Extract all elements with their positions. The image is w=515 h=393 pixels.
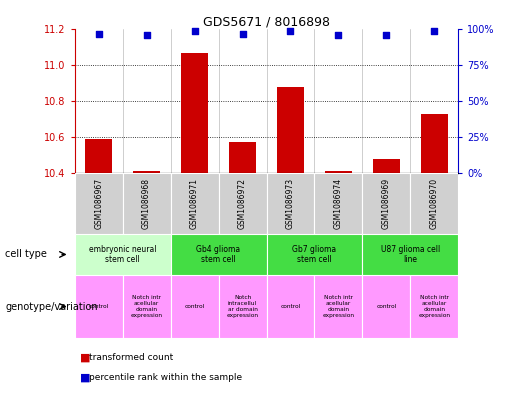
Text: embryonic neural
stem cell: embryonic neural stem cell [89, 245, 157, 264]
Bar [363, 234, 458, 275]
Bar [75, 173, 123, 234]
Bar [123, 275, 170, 338]
Title: GDS5671 / 8016898: GDS5671 / 8016898 [203, 15, 330, 28]
Bar [421, 114, 448, 173]
Bar [373, 159, 400, 173]
Bar [267, 234, 363, 275]
Text: percentile rank within the sample: percentile rank within the sample [89, 373, 242, 382]
Point [382, 32, 390, 39]
Bar [363, 173, 410, 234]
Bar [267, 275, 315, 338]
Bar [267, 173, 315, 234]
Text: ■: ■ [80, 353, 90, 363]
Bar [75, 275, 123, 338]
Text: Notch
intracellul
ar domain
expression: Notch intracellul ar domain expression [227, 296, 259, 318]
Text: Gb4 glioma
stem cell: Gb4 glioma stem cell [197, 245, 241, 264]
Text: transformed count: transformed count [89, 353, 173, 362]
Text: Gb7 glioma
stem cell: Gb7 glioma stem cell [293, 245, 336, 264]
Bar [170, 275, 218, 338]
Text: ■: ■ [80, 372, 90, 382]
Text: control: control [376, 304, 397, 309]
Point [286, 28, 295, 34]
Text: GSM1086973: GSM1086973 [286, 178, 295, 229]
Bar [315, 173, 363, 234]
Bar [181, 53, 208, 173]
Bar [315, 275, 363, 338]
Bar [410, 275, 458, 338]
Bar [133, 171, 160, 173]
Text: GSM1086972: GSM1086972 [238, 178, 247, 229]
Text: GSM1086974: GSM1086974 [334, 178, 343, 229]
Bar [85, 139, 112, 173]
Point [334, 32, 342, 39]
Bar [170, 173, 218, 234]
Text: GSM1086967: GSM1086967 [94, 178, 103, 229]
Text: Notch intr
acellular
domain
expression: Notch intr acellular domain expression [131, 296, 163, 318]
Text: genotype/variation: genotype/variation [5, 301, 98, 312]
Bar [277, 87, 304, 173]
Text: control: control [184, 304, 204, 309]
Text: U87 glioma cell
line: U87 glioma cell line [381, 245, 440, 264]
Text: cell type: cell type [5, 250, 47, 259]
Bar [75, 234, 170, 275]
Text: Notch intr
acellular
domain
expression: Notch intr acellular domain expression [418, 296, 451, 318]
Bar [363, 275, 410, 338]
Text: GSM1086971: GSM1086971 [190, 178, 199, 229]
Text: Notch intr
acellular
domain
expression: Notch intr acellular domain expression [322, 296, 354, 318]
Text: GSM1086968: GSM1086968 [142, 178, 151, 229]
Point [191, 28, 199, 34]
Point [95, 31, 103, 37]
Point [143, 32, 151, 39]
Bar [218, 173, 267, 234]
Bar [170, 234, 267, 275]
Text: GSM1086970: GSM1086970 [430, 178, 439, 229]
Point [430, 28, 438, 34]
Text: control: control [280, 304, 301, 309]
Bar [229, 142, 256, 173]
Bar [218, 275, 267, 338]
Bar [410, 173, 458, 234]
Bar [325, 171, 352, 173]
Point [238, 31, 247, 37]
Text: control: control [89, 304, 109, 309]
Text: GSM1086969: GSM1086969 [382, 178, 391, 229]
Bar [123, 173, 170, 234]
